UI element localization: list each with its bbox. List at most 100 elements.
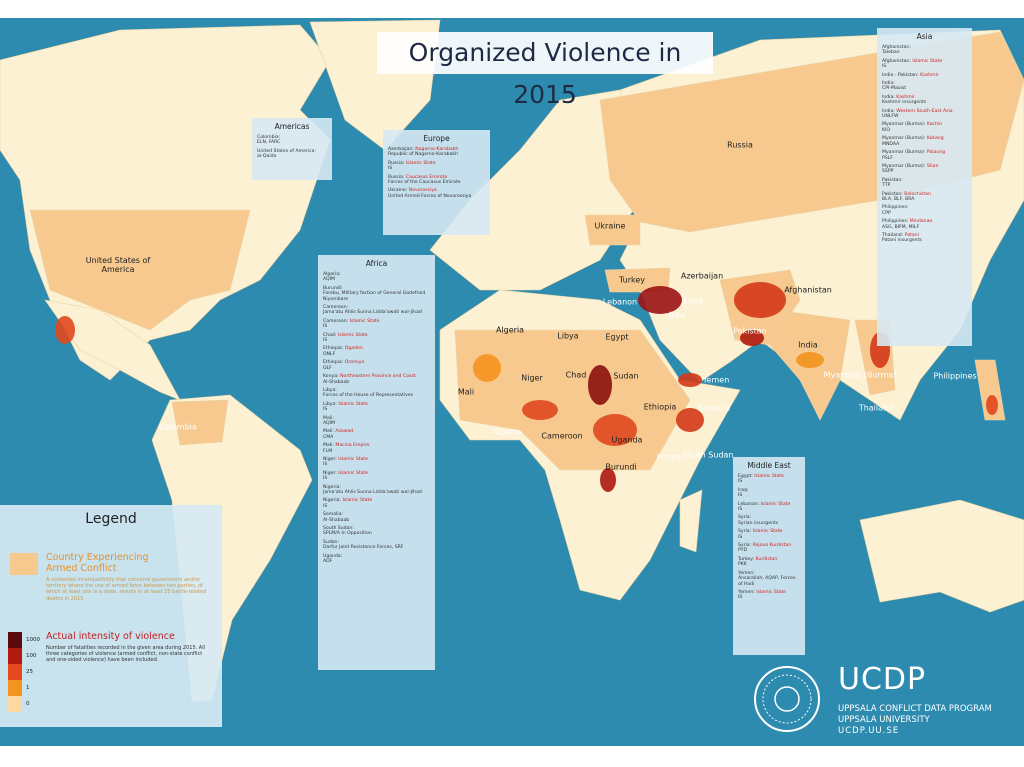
entry-country: Egypt: <box>738 474 753 479</box>
entry-region: Kachin <box>926 122 943 128</box>
conflict-entry: Azerbaijan: Nagorno-Karabakh Republic of … <box>388 147 485 158</box>
scale-label: 1000 <box>26 637 40 643</box>
entry-actor: AQIM <box>323 420 335 426</box>
entry-actor: Al-Shabaab <box>323 517 350 523</box>
country-label: Egypt <box>605 332 629 342</box>
entry-actor: Forces of the House of Representatives <box>323 393 414 399</box>
country-label: Cameroon <box>541 431 583 441</box>
intensity-label: Actual intensity of violence <box>46 631 175 642</box>
entry-country: Cameroon: <box>323 305 349 311</box>
conflict-entry: Iraq: IS <box>738 488 800 499</box>
entry-country: Russia: <box>388 174 405 180</box>
conflict-entry: Sudan: Darfur Joint Resistance Forces, SR… <box>323 540 430 551</box>
conflict-entry: Myanmar (Burma): Palaung PSLF <box>882 150 967 161</box>
entry-region: Kurdistan <box>755 556 778 562</box>
conflict-entry: Cameroon: Jama'atu Ahlis Sunna Lidda'awat… <box>323 305 430 316</box>
entry-head: Nigeria: Islamic State <box>323 498 430 503</box>
entry-head: Thailand: Patani <box>882 233 967 238</box>
scale-label: 25 <box>26 669 33 675</box>
entry-country: Azerbaijan: <box>388 147 414 152</box>
australia <box>859 499 1024 613</box>
entry-head: Afghanistan: Islamic State <box>882 59 967 64</box>
country-label: Kenya <box>656 452 682 462</box>
conflict-entry: Russia: Islamic State IS <box>388 161 485 172</box>
entry-actor: IS <box>882 64 887 70</box>
entry-head: India - Pakistan: Kashmir <box>882 73 967 78</box>
country-label: Sudan <box>613 371 639 381</box>
region-panel: Americas Colombia: ELN, FARC United States … <box>252 118 332 180</box>
entry-country: India - Pakistan: <box>882 72 919 78</box>
panel-title: Africa <box>365 259 388 268</box>
entry-actor: KIO <box>882 127 890 133</box>
intensity-text: Number of fatalities recorded in the giv… <box>46 645 206 664</box>
conflict-entry: Ethiopia: Ogaden ONLF <box>323 346 430 357</box>
country-label: Lebanon <box>602 297 638 307</box>
entry-head: Somalia: <box>323 512 430 517</box>
entry-region: Ogaden <box>344 346 363 352</box>
conflict-entry: India: Kashmir Kashmir insurgents <box>882 95 967 106</box>
entry-actor: Forebu, Military faction of General Gode… <box>323 291 426 302</box>
panel-title: Europe <box>423 134 450 143</box>
entry-head: India: Western South-East Asia <box>882 109 967 114</box>
entry-actor: PYD <box>738 548 748 554</box>
entry-actor: CPP <box>882 210 891 216</box>
entry-head: Chad: Islamic State <box>323 333 430 338</box>
entry-actor: CMA <box>323 434 334 440</box>
entry-country: Philippines: <box>882 219 909 225</box>
entry-country: Algeria: <box>323 272 341 277</box>
conflict-entry: Mali: AQIM <box>323 416 430 427</box>
entry-actor: ONLF <box>323 351 336 357</box>
entry-head: India: Kashmir <box>882 95 967 100</box>
entry-country: India: <box>882 81 895 87</box>
conflict-entry: Afghanistan: Islamic State IS <box>882 59 967 70</box>
entry-head: Pakistan: <box>882 178 967 183</box>
region-panel: Africa Algeria: AQIM Burundi: Forebu, Milita… <box>318 255 435 670</box>
conflict-entry: India - Pakistan: Kashmir <box>882 73 967 78</box>
entry-head: South Sudan: <box>323 526 430 531</box>
entry-actor: Kashmir insurgents <box>882 100 927 106</box>
entry-actor: IS <box>388 166 393 172</box>
scale-label: 0 <box>26 701 30 707</box>
entry-country: Philippines: <box>882 205 909 211</box>
country-label: Ethiopia <box>643 402 677 412</box>
scale-swatch <box>8 648 22 664</box>
conflict-entry: Pakistan: TTP <box>882 178 967 189</box>
entry-country: Niger: <box>323 470 337 476</box>
country-label: Philippines <box>933 371 977 381</box>
country-label: Ukraine <box>594 221 626 231</box>
country-label: Pakistan <box>733 326 767 336</box>
entry-head: Uganda: <box>323 554 430 559</box>
entry-region: Islamic State <box>760 501 791 507</box>
entry-region: Caucasus Emirate <box>405 174 448 180</box>
entry-head: Colombia: <box>257 135 327 140</box>
entry-region: Islamic State <box>912 58 943 64</box>
entry-country: United States of America: <box>257 148 316 154</box>
entry-head: Ethiopia: Ogaden <box>323 346 430 351</box>
entry-region: Mindanao <box>909 219 933 225</box>
country-label: Thailand <box>858 403 894 413</box>
entry-country: India: <box>882 94 895 100</box>
hotspot <box>522 400 558 420</box>
entry-head: Afghanistan: <box>882 45 967 50</box>
conflict-entry: Philippines: Mindanao ASG, BIFM, MILF <box>882 219 967 230</box>
panel-title: Americas <box>274 122 310 131</box>
entry-country: Myanmar (Burma): <box>882 122 926 128</box>
conflict-entry: Nigeria: Jama'atu Ahlis Sunna Lidda'awati… <box>323 485 430 496</box>
conflict-entry: Nigeria: Islamic State IS <box>323 498 430 509</box>
entry-region: Kokang <box>926 136 944 142</box>
entry-country: Burundi: <box>323 285 343 291</box>
conflict-entry: Myanmar (Burma): Kokang MNDAA <box>882 136 967 147</box>
conflict-entry: Egypt: Islamic State IS <box>738 474 800 485</box>
entry-region: Islamic State <box>338 456 369 462</box>
country-label: Burundi <box>605 462 637 472</box>
entry-head: Turkey: Kurdistan <box>738 557 800 562</box>
entry-head: Libya: Islamic State <box>323 402 430 407</box>
entry-region: Balochistan <box>904 191 931 197</box>
conflict-entry: Syria: Syrian insurgents <box>738 515 800 526</box>
hotspot <box>638 286 682 314</box>
entry-actor: IS <box>738 534 743 540</box>
entry-country: Mali: <box>323 443 334 449</box>
entry-head: Yemen: <box>738 571 800 576</box>
conflict-entry: Algeria: AQIM <box>323 272 430 283</box>
entry-actor: Jama'atu Ahlis Sunna Lidda'awati wal-Jih… <box>323 490 422 495</box>
